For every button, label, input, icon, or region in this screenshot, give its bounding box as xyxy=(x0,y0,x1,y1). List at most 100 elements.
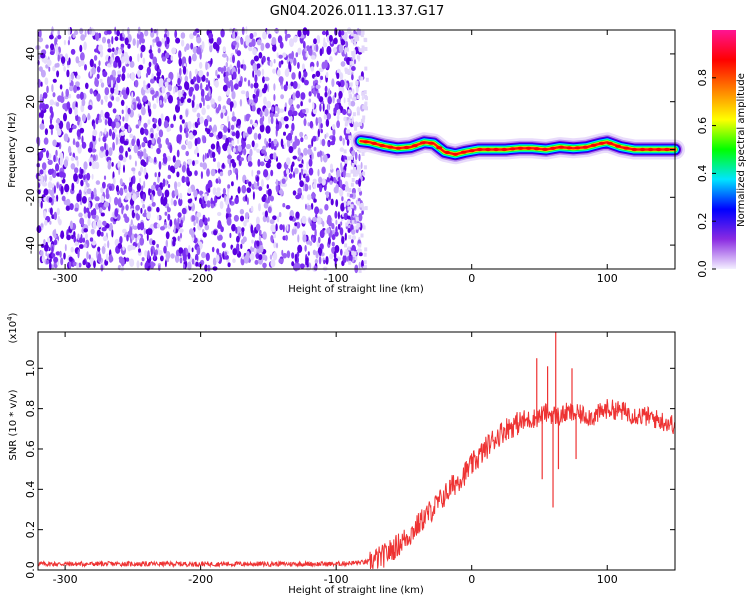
noise-speck xyxy=(207,217,210,222)
noise-speck xyxy=(336,72,340,80)
noise-speck xyxy=(98,44,104,52)
noise-speck xyxy=(69,203,74,211)
noise-speck xyxy=(262,31,267,40)
noise-speck xyxy=(114,26,117,35)
noise-speck xyxy=(54,228,57,237)
noise-speck xyxy=(231,140,235,145)
noise-speck xyxy=(188,245,191,252)
noise-speck xyxy=(49,34,54,40)
noise-speck xyxy=(158,117,162,127)
noise-speck xyxy=(252,191,255,200)
noise-speck xyxy=(292,110,298,117)
noise-speck xyxy=(351,250,355,255)
noise-speck xyxy=(193,189,198,198)
spectrogram-panel: -300 -200 -100 0 100 40 20 0 -20 -40 Height of s… xyxy=(7,26,685,295)
ridge-peak xyxy=(606,141,613,145)
noise-speck xyxy=(124,122,129,130)
noise-speck xyxy=(206,200,211,208)
noise-speck xyxy=(327,237,331,245)
noise-speck xyxy=(336,169,341,178)
noise-speck xyxy=(165,239,168,248)
noise-speck xyxy=(177,97,180,107)
noise-speck xyxy=(136,260,140,269)
noise-speck xyxy=(136,138,140,147)
noise-speck xyxy=(278,54,283,59)
noise-speck xyxy=(258,254,263,261)
noise-speck xyxy=(255,90,260,98)
noise-speck xyxy=(270,169,274,177)
noise-speck xyxy=(293,57,297,66)
noise-speck xyxy=(226,55,229,63)
noise-speck xyxy=(75,81,80,87)
noise-speck xyxy=(91,66,96,75)
noise-speck xyxy=(232,31,236,40)
noise-speck xyxy=(325,118,330,127)
noise-speck xyxy=(313,198,317,203)
noise-speck xyxy=(258,235,262,242)
noise-speck xyxy=(139,177,142,184)
noise-speck xyxy=(279,108,285,113)
noise-speck xyxy=(254,74,258,83)
noise-speck xyxy=(104,119,108,126)
noise-speck xyxy=(297,62,300,69)
noise-speck xyxy=(343,200,347,208)
noise-speck xyxy=(88,201,91,210)
noise-speck xyxy=(43,239,46,245)
ridge-peak xyxy=(541,147,548,151)
noise-speck xyxy=(47,181,53,189)
noise-speck xyxy=(303,71,308,78)
noise-speck xyxy=(149,157,154,163)
noise-speck xyxy=(360,33,364,38)
noise-speck xyxy=(233,122,237,127)
noise-speck xyxy=(291,50,294,60)
noise-speck xyxy=(273,241,277,249)
noise-speck xyxy=(318,208,323,215)
noise-speck xyxy=(164,211,168,216)
noise-speck xyxy=(365,106,368,111)
noise-speck xyxy=(361,48,365,53)
noise-speck xyxy=(163,245,167,254)
noise-speck xyxy=(122,228,127,234)
noise-speck xyxy=(119,236,123,244)
snr-panel: -300 -200 -100 0 100 0.0 0.2 0.4 0.6 0.8 1.0 Heig… xyxy=(6,312,676,596)
noise-speck xyxy=(157,47,161,54)
noise-speck xyxy=(64,244,67,252)
noise-speck xyxy=(87,147,93,153)
noise-speck xyxy=(85,207,90,213)
noise-speck xyxy=(215,178,219,184)
noise-speck xyxy=(242,140,247,149)
noise-speck xyxy=(187,261,192,271)
noise-speck xyxy=(190,42,194,50)
noise-speck xyxy=(111,229,114,238)
noise-speck xyxy=(278,258,284,264)
noise-speck xyxy=(184,75,189,83)
colorbar-gradient xyxy=(712,30,736,269)
noise-speck xyxy=(288,173,293,179)
noise-speck xyxy=(204,193,208,202)
noise-speck xyxy=(248,181,252,187)
noise-speck xyxy=(285,157,291,166)
noise-speck xyxy=(338,43,344,53)
noise-speck xyxy=(362,105,366,110)
ridge-peak xyxy=(558,145,565,149)
noise-speck xyxy=(236,60,241,69)
noise-speck xyxy=(357,187,361,192)
noise-speck xyxy=(173,114,177,122)
noise-speck xyxy=(315,117,319,126)
noise-speck xyxy=(321,166,326,174)
noise-speck xyxy=(86,172,91,181)
noise-speck xyxy=(47,237,51,243)
noise-speck xyxy=(73,173,78,182)
noise-speck xyxy=(245,113,251,119)
noise-speck xyxy=(126,192,129,200)
noise-speck xyxy=(40,200,43,209)
noise-speck xyxy=(361,210,364,215)
noise-speck xyxy=(131,138,136,147)
noise-speck xyxy=(352,55,356,60)
noise-speck xyxy=(348,119,352,124)
noise-speck xyxy=(81,113,86,123)
noise-speck xyxy=(140,52,143,59)
noise-speck xyxy=(284,33,288,42)
noise-speck xyxy=(61,195,66,202)
noise-speck xyxy=(75,155,79,161)
